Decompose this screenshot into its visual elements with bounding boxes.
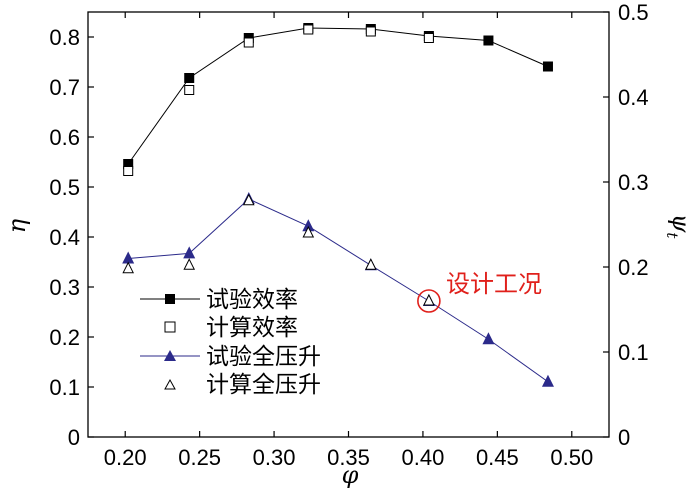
data-point-calc-efficiency [365, 26, 376, 37]
series-calc-pressure [122, 193, 435, 306]
y-left-tick-label: 0 [68, 425, 80, 450]
data-point-test-efficiency [542, 61, 553, 72]
y-right-axis-symbol: ψ [667, 214, 695, 234]
data-point-calc-pressure [122, 261, 135, 274]
y-left-tick-label: 0.7 [49, 75, 80, 100]
y-right-axis-title: ψt [663, 214, 695, 240]
y-left-tick-label: 0.2 [49, 325, 80, 350]
data-point-calc-pressure [423, 293, 435, 306]
y-right-tick-label: 0.3 [618, 170, 649, 195]
design-point-label: 设计工况 [446, 270, 542, 298]
data-point-calc-efficiency [123, 166, 134, 176]
y-left-tick-label: 0.1 [49, 375, 80, 400]
data-point-calc-efficiency [243, 37, 254, 48]
y-right-tick-label: 0.4 [618, 85, 649, 110]
y-left-tick-label: 0.8 [49, 25, 80, 50]
series-line-test-efficiency [127, 27, 549, 165]
series-line-test-pressure [128, 198, 549, 383]
legend-label-calc-efficiency: 计算效率 [206, 315, 298, 341]
y-left-tick-label: 0.6 [49, 125, 80, 150]
legend-entry-test-pressure: 试验全压升 [140, 344, 321, 370]
legend-label-test-efficiency: 试验效率 [206, 287, 298, 313]
data-point-calc-efficiency [303, 24, 314, 35]
y-right-tick-label: 0.5 [618, 0, 649, 25]
legend-entry-calc-pressure: 计算全压升 [164, 372, 321, 398]
legend-label-calc-pressure: 计算全压升 [206, 372, 321, 398]
y-right-tick-label: 0 [618, 425, 630, 450]
legend-entry-calc-efficiency: 计算效率 [164, 315, 298, 341]
y-right-axis-subscript: t [663, 232, 681, 239]
x-tick-label: 0.35 [327, 445, 370, 470]
x-tick-label: 0.25 [178, 445, 221, 470]
data-point-calc-pressure [302, 225, 315, 238]
data-point-calc-pressure [183, 258, 196, 270]
legend-label-test-pressure: 试验全压升 [206, 344, 321, 370]
ticks [88, 11, 609, 438]
data-point-test-pressure [122, 251, 135, 264]
data-point-test-pressure [183, 246, 196, 259]
data-point-test-efficiency [123, 159, 134, 169]
series-layer [122, 23, 554, 387]
y-left-tick-label: 0.4 [49, 225, 80, 250]
legend-entry-test-efficiency: 试验效率 [140, 287, 298, 313]
y-left-tick-label: 0.3 [49, 275, 80, 300]
y-left-tick-label: 0.5 [49, 175, 80, 200]
x-tick-label: 0.45 [476, 445, 519, 470]
data-point-test-pressure [541, 374, 554, 387]
y-right-tick-label: 0.2 [618, 255, 649, 280]
data-point-test-efficiency [184, 73, 195, 83]
svg-text:ψt: ψt [663, 214, 695, 240]
x-tick-label: 0.50 [550, 445, 593, 470]
y-left-axis-title: η [3, 218, 31, 233]
x-tick-label: 0.40 [402, 445, 445, 470]
design-point-annotation: 设计工况 [417, 270, 542, 313]
x-tick-label: 0.30 [253, 445, 296, 470]
x-axis-title: φ [342, 461, 359, 489]
legend: 试验效率 计算效率 试验全压升 计算全压升 [140, 287, 321, 398]
design-point-circle [417, 289, 441, 313]
data-point-calc-pressure [365, 258, 377, 270]
series-test-efficiency [123, 23, 553, 169]
series-calc-efficiency [123, 24, 434, 176]
data-point-test-efficiency [483, 35, 494, 46]
data-point-calc-efficiency [423, 33, 434, 43]
tick-labels: 0.20 0.25 0.30 0.35 0.40 0.45 0.5000.10.20.30.… [49, 0, 648, 470]
data-point-test-pressure [302, 219, 315, 232]
data-point-calc-efficiency [184, 85, 195, 95]
plot-frame [87, 11, 610, 438]
x-tick-label: 0.20 [104, 445, 147, 470]
data-point-test-pressure [482, 332, 495, 345]
y-right-tick-label: 0.1 [618, 340, 649, 365]
data-point-calc-pressure [242, 193, 255, 206]
